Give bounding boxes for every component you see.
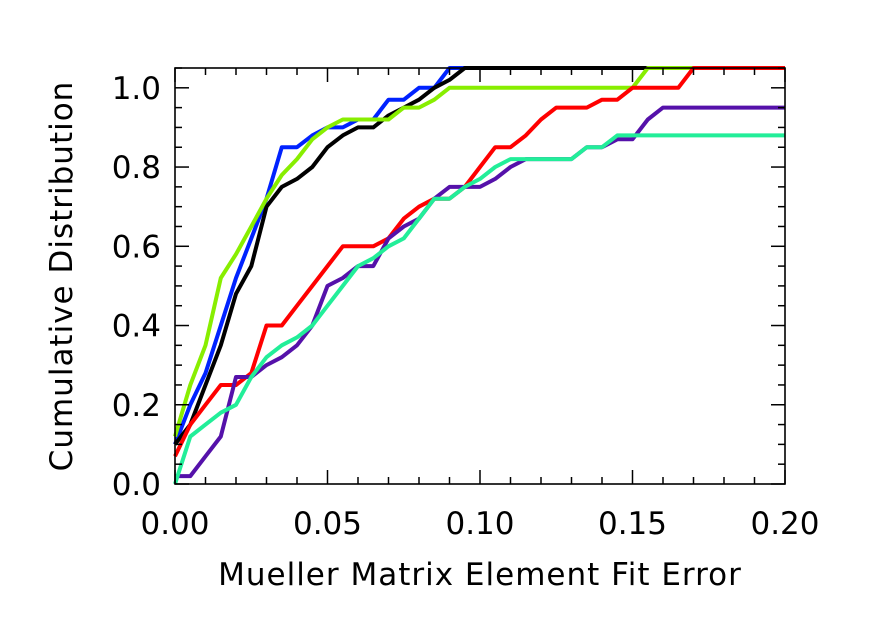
series-line-1 (173, 66, 785, 446)
series-line-2 (173, 66, 785, 446)
x-axis-title: Mueller Matrix Element Fit Error (218, 557, 742, 593)
series-layer (173, 66, 785, 485)
y-tick-label: 0.8 (112, 150, 161, 186)
x-tick-label: 0.20 (750, 506, 819, 542)
x-tick-label: 0.15 (598, 506, 667, 542)
x-tick-label: 0.00 (140, 506, 209, 542)
series-line-4 (173, 66, 785, 458)
series-line-3 (173, 66, 785, 438)
series-line-5 (175, 105, 785, 479)
y-tick-label: 1.0 (112, 71, 161, 107)
plot-frame (174, 67, 786, 485)
x-tick-label: 0.10 (445, 506, 514, 542)
x-tick-label: 0.05 (293, 506, 362, 542)
series-line-6 (173, 133, 785, 485)
y-tick-label: 0.2 (112, 388, 161, 424)
y-axis-title: Cumulative Distribution (44, 81, 80, 472)
y-tick-label: 0.6 (112, 229, 161, 265)
y-tick-label: 0.4 (112, 309, 161, 345)
tick-layer: 0.00 0.05 0.10 0.15 0.20 0.0 0.2 0.4 0.6 0.8 1.0 (112, 67, 820, 542)
y-tick-label: 0.0 (112, 467, 161, 503)
